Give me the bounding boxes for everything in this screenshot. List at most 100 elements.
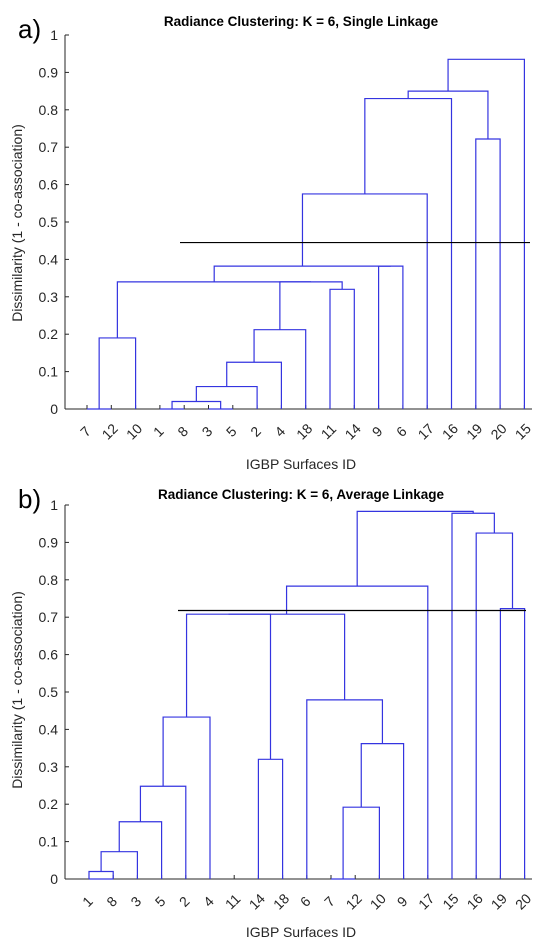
y-tick-label: 0.7 — [39, 139, 59, 155]
x-axis-label: IGBP Surfaces ID — [246, 456, 356, 470]
x-tick-label: 9 — [369, 423, 386, 440]
x-tick-label: 3 — [127, 893, 144, 910]
dendrogram-link — [195, 385, 258, 409]
y-axis-label: Dissimilarity (1 - co-association) — [9, 591, 25, 789]
x-tick-label: 2 — [176, 893, 193, 910]
plot-area: 00.10.20.30.40.50.60.70.80.911 8 3 5 2 4 11 14 1… — [39, 497, 535, 913]
y-tick-label: 0.2 — [39, 796, 59, 812]
x-tick-label: 3 — [199, 423, 216, 440]
dendrogram-link — [356, 510, 474, 587]
dendrogram-link — [162, 716, 211, 879]
dendrogram-link — [447, 58, 526, 409]
x-tick-label: 7 — [321, 893, 338, 910]
x-tick-label: 11 — [318, 421, 340, 443]
x-tick-label: 15 — [512, 420, 534, 442]
dendrogram-link — [285, 585, 429, 879]
dendrogram-link — [118, 821, 163, 879]
x-tick-label: 18 — [270, 890, 292, 912]
y-tick-label: 0.3 — [39, 289, 59, 305]
x-tick-label: 12 — [342, 890, 364, 912]
x-tick-label: 5 — [223, 423, 240, 440]
x-tick-label: 10 — [123, 420, 145, 442]
dendrogram-link — [100, 851, 138, 879]
x-tick-label: 20 — [487, 420, 509, 442]
dendrogram-link — [342, 806, 380, 879]
dendrogram-panel-b: b) Radiance Clustering: K = 6, Average L… — [0, 470, 550, 940]
y-axis-label: Dissimilarity (1 - co-association) — [9, 124, 25, 322]
dendrogram-link — [88, 870, 114, 879]
x-tick-label: 12 — [99, 420, 121, 442]
y-tick-label: 0.5 — [39, 214, 59, 230]
y-tick-label: 0.1 — [39, 834, 59, 850]
x-tick-label: 1 — [150, 423, 167, 440]
chart-title: Radiance Clustering: K = 6, Single Linka… — [164, 14, 439, 29]
dendrogram-link — [185, 613, 272, 760]
y-tick-label: 1 — [50, 27, 58, 43]
dendrogram-link — [329, 288, 355, 409]
y-tick-label: 0.3 — [39, 759, 59, 775]
y-tick-label: 0.4 — [39, 721, 59, 737]
x-tick-label: 6 — [297, 893, 314, 910]
dendrogram-link — [360, 743, 405, 879]
dendrogram-b-svg: b) Radiance Clustering: K = 6, Average L… — [9, 484, 535, 940]
dendrogram-link — [98, 337, 137, 409]
dendrogram-link — [226, 361, 282, 409]
x-tick-label: 10 — [367, 890, 389, 912]
dendrogram-link — [451, 512, 495, 879]
x-tick-label: 17 — [414, 420, 436, 442]
panel-label: b) — [18, 484, 41, 514]
y-tick-label: 0.6 — [39, 177, 59, 193]
x-tick-label: 1 — [79, 893, 96, 910]
x-tick-label: 8 — [103, 893, 120, 910]
dendrogram-link — [228, 613, 346, 700]
y-tick-label: 0.6 — [39, 647, 59, 663]
dendrogram-link — [475, 138, 501, 409]
x-tick-label: 2 — [247, 423, 264, 440]
dendrogram-link — [213, 265, 391, 282]
y-tick-label: 0.9 — [39, 64, 59, 80]
panel-label: a) — [18, 14, 41, 44]
y-tick-label: 0.5 — [39, 684, 59, 700]
x-tick-label: 19 — [463, 420, 485, 442]
dendrogram-link — [306, 699, 384, 879]
x-tick-label: 8 — [174, 423, 191, 440]
dendrogram-link — [499, 607, 526, 879]
y-tick-label: 0.8 — [39, 102, 59, 118]
dendrogram-link — [301, 193, 428, 409]
x-tick-label: 11 — [222, 891, 244, 913]
dendrogram-link — [475, 532, 514, 879]
y-tick-label: 0 — [50, 871, 58, 887]
dendrogram-link — [171, 400, 222, 409]
dendrogram-link — [116, 281, 312, 338]
x-tick-label: 7 — [77, 423, 94, 440]
x-tick-label: 15 — [439, 890, 461, 912]
dendrogram-link — [139, 785, 187, 879]
y-tick-label: 0.8 — [39, 572, 59, 588]
y-tick-label: 0.9 — [39, 534, 59, 550]
dendrogram-panel-a: a) Radiance Clustering: K = 6, Single Li… — [0, 0, 550, 472]
x-tick-label: 14 — [246, 890, 268, 912]
x-tick-label: 17 — [415, 890, 437, 912]
x-tick-label: 16 — [463, 890, 485, 912]
x-tick-label: 19 — [488, 890, 510, 912]
x-tick-label: 5 — [152, 893, 169, 910]
x-tick-label: 4 — [200, 893, 217, 910]
x-tick-label: 4 — [271, 423, 288, 440]
x-tick-label: 6 — [393, 423, 410, 440]
dendrogram-link — [253, 329, 307, 409]
y-tick-label: 0.4 — [39, 251, 59, 267]
y-tick-label: 0.1 — [39, 364, 59, 380]
y-tick-label: 1 — [50, 497, 58, 513]
y-tick-label: 0 — [50, 401, 58, 417]
x-axis-label: IGBP Surfaces ID — [246, 924, 356, 940]
x-tick-label: 16 — [439, 420, 461, 442]
chart-title: Radiance Clustering: K = 6, Average Link… — [158, 487, 444, 502]
dendrogram-link — [257, 758, 284, 879]
x-tick-label: 20 — [512, 890, 534, 912]
x-tick-label: 14 — [342, 420, 364, 442]
dendrogram-link — [378, 265, 404, 409]
plot-area: 00.10.20.30.40.50.60.70.80.917 12 10 1 8 3 5 2 4… — [39, 27, 535, 443]
y-tick-label: 0.7 — [39, 609, 59, 625]
x-tick-label: 18 — [293, 420, 315, 442]
dendrogram-link — [364, 97, 453, 409]
